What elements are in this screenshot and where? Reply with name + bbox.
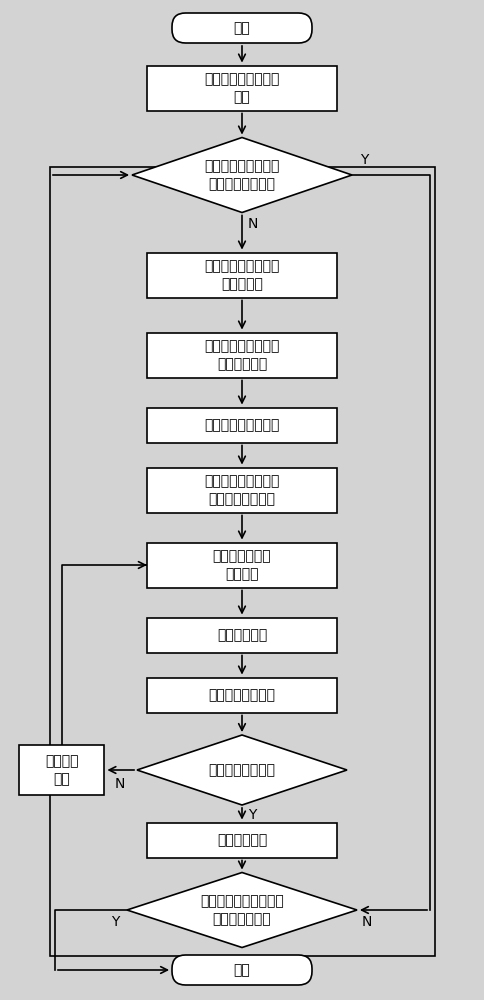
- Text: 开始: 开始: [233, 21, 250, 35]
- Text: 道路像素统计判断: 道路像素统计判断: [208, 688, 275, 702]
- Bar: [147, 332, 336, 377]
- FancyBboxPatch shape: [172, 13, 311, 43]
- Polygon shape: [132, 137, 351, 213]
- Text: 统计比例尺数量，并
排序: 统计比例尺数量，并 排序: [204, 72, 279, 104]
- Text: 道路显示是否合理: 道路显示是否合理: [208, 763, 275, 777]
- Bar: [19, 745, 104, 795]
- Bar: [147, 822, 336, 857]
- Text: 获取用于显示的
道路数据: 获取用于显示的 道路数据: [212, 549, 271, 581]
- Text: 结束: 结束: [233, 963, 250, 977]
- Text: 依次对每一比例尺进
行地图切分: 依次对每一比例尺进 行地图切分: [204, 259, 279, 291]
- Text: N: N: [114, 777, 125, 791]
- Text: 确定显示中心点位置: 确定显示中心点位置: [204, 418, 279, 432]
- Text: 所有切分点是否完成位
层索引信息生成: 所有切分点是否完成位 层索引信息生成: [200, 894, 283, 926]
- Text: 所有比例尺是否完成
位层索引信息生成: 所有比例尺是否完成 位层索引信息生成: [204, 159, 279, 191]
- Text: Y: Y: [247, 808, 256, 822]
- Text: 模拟地图显示: 模拟地图显示: [216, 628, 267, 642]
- Text: 统计当前比例尺的所
有切分点数量: 统计当前比例尺的所 有切分点数量: [204, 339, 279, 371]
- Polygon shape: [127, 872, 356, 948]
- Bar: [147, 66, 336, 110]
- Bar: [147, 408, 336, 442]
- Text: Y: Y: [359, 153, 368, 167]
- Bar: [147, 542, 336, 587]
- Text: N: N: [361, 915, 372, 929]
- Text: Y: Y: [110, 915, 119, 929]
- Bar: [147, 617, 336, 652]
- Bar: [147, 678, 336, 712]
- Polygon shape: [136, 735, 346, 805]
- Bar: [147, 252, 336, 298]
- Text: N: N: [247, 218, 258, 232]
- Text: 显示层级
调整: 显示层级 调整: [45, 754, 78, 786]
- FancyBboxPatch shape: [172, 955, 311, 985]
- Bar: [147, 468, 336, 512]
- Bar: [50, 167, 434, 956]
- Text: 获取显示中心点所对
应的初始路网层级: 获取显示中心点所对 应的初始路网层级: [204, 474, 279, 506]
- Text: 保存当前层级: 保存当前层级: [216, 833, 267, 847]
